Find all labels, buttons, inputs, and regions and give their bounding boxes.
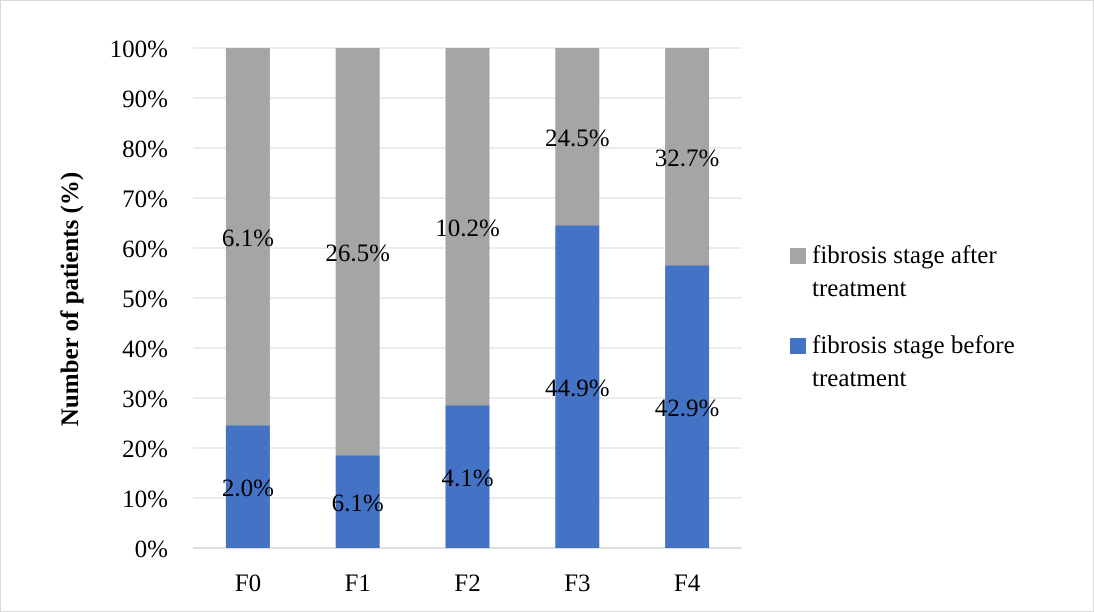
legend-label-before: fibrosis stage before treatment	[812, 332, 1015, 392]
bar-before-treatment	[335, 455, 380, 548]
y-tick-label: 100%	[110, 36, 168, 63]
y-tick-label: 20%	[122, 436, 168, 463]
x-tick-label: F2	[454, 570, 480, 597]
data-label: 44.9%	[545, 375, 610, 402]
bar-after-treatment	[445, 48, 490, 406]
bars	[225, 48, 710, 548]
x-tick-label: F3	[564, 570, 590, 597]
data-label: 6.1%	[222, 225, 274, 252]
x-tick-labels: F0 F1 F2 F3 F4	[235, 570, 701, 597]
bar-before-treatment	[665, 265, 710, 548]
bar-before-treatment	[555, 225, 600, 548]
data-label: 42.9%	[655, 395, 720, 422]
y-tick-label: 50%	[122, 286, 168, 313]
data-label: 2.0%	[222, 475, 274, 502]
data-labels: 2.0% 6.1% 6.1% 26.5% 4.1% 10.2% 44.9% 24.5% 42.9…	[222, 125, 720, 517]
legend-item-before: fibrosis stage before treatment	[790, 329, 1090, 395]
bar-before-treatment	[225, 425, 270, 548]
bar-before-treatment	[445, 405, 490, 548]
y-tick-label: 30%	[122, 386, 168, 413]
y-tick-label: 40%	[122, 336, 168, 363]
legend-label-after: fibrosis stage after treatment	[812, 242, 997, 302]
y-tick-labels: 0% 10% 20% 30% 40% 50% 60% 70% 80% 90% 100%	[110, 36, 168, 563]
y-tick-label: 80%	[122, 136, 168, 163]
x-tick-label: F4	[674, 570, 701, 597]
data-label: 4.1%	[441, 465, 493, 492]
x-tick-label: F1	[344, 570, 370, 597]
y-tick-label: 90%	[122, 86, 168, 113]
data-label: 6.1%	[332, 490, 384, 517]
y-axis-title: Number of patients (%)	[57, 172, 84, 426]
bar-after-treatment	[335, 48, 380, 456]
bar-after-treatment	[665, 48, 710, 266]
bar-after-treatment	[225, 48, 270, 426]
y-tick-label: 0%	[135, 536, 168, 563]
y-tick-label: 10%	[122, 486, 168, 513]
legend: fibrosis stage after treatment fibrosis …	[790, 239, 1090, 419]
legend-item-after: fibrosis stage after treatment	[790, 239, 1090, 305]
y-tick-label: 70%	[122, 186, 168, 213]
data-label: 26.5%	[325, 240, 390, 267]
y-tick-label: 60%	[122, 236, 168, 263]
data-label: 10.2%	[435, 215, 500, 242]
bar-after-treatment	[555, 48, 600, 226]
legend-swatch-before	[790, 338, 806, 354]
legend-swatch-after	[790, 248, 806, 264]
x-tick-label: F0	[235, 570, 261, 597]
data-label: 32.7%	[655, 145, 720, 172]
data-label: 24.5%	[545, 125, 610, 152]
